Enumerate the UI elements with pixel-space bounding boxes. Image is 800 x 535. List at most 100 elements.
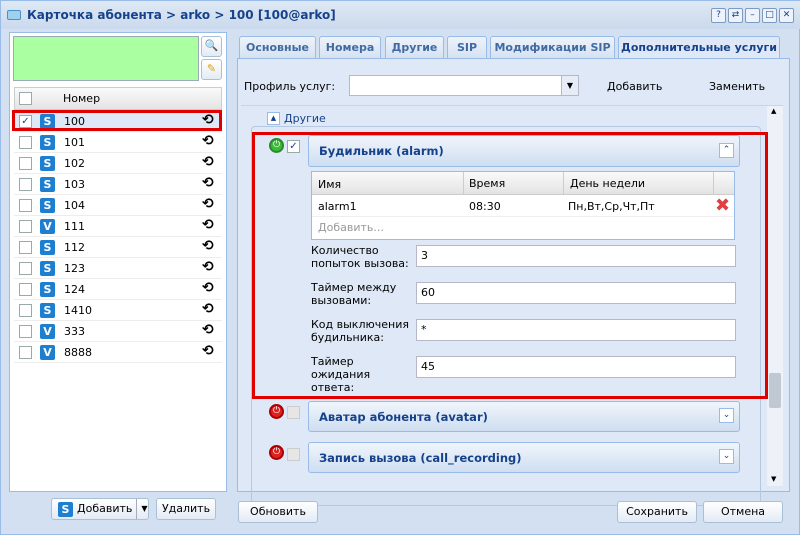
table-row[interactable]: V 333 ⟲ — [14, 321, 222, 342]
sip-icon: S — [40, 240, 55, 255]
delete-number-button[interactable]: Удалить — [156, 498, 216, 520]
row-checkbox[interactable] — [19, 220, 32, 233]
save-button[interactable]: Сохранить — [617, 501, 697, 523]
table-row[interactable]: S 103 ⟲ — [14, 174, 222, 195]
row-checkbox[interactable] — [19, 346, 32, 359]
table-row[interactable]: S 123 ⟲ — [14, 258, 222, 279]
expand-section-icon[interactable]: ⌄ — [719, 449, 734, 464]
alarm-day-cell[interactable]: Пн,Вт,Ср,Чт,Пт — [568, 200, 655, 213]
replace-profile-button[interactable]: Заменить — [709, 80, 766, 93]
add-alarm-row[interactable]: Добавить... — [318, 221, 384, 234]
select-all-checkbox[interactable] — [19, 92, 32, 105]
add-number-button[interactable]: S Добавить ▼ — [51, 498, 149, 520]
field-input[interactable]: 3 — [416, 245, 736, 267]
table-row[interactable]: V 111 ⟲ — [14, 216, 222, 237]
row-number: 101 — [64, 136, 85, 149]
search-button[interactable]: 🔍 — [201, 36, 222, 57]
history-icon[interactable]: ⟲ — [202, 343, 214, 359]
history-icon[interactable]: ⟲ — [202, 322, 214, 338]
power-off-icon[interactable]: ⏻ — [269, 445, 284, 460]
table-row[interactable]: S 124 ⟲ — [14, 279, 222, 300]
row-checkbox[interactable] — [19, 325, 32, 338]
field-input[interactable]: 45 — [416, 356, 736, 378]
refresh-button[interactable]: Обновить — [238, 501, 318, 523]
chevron-down-icon[interactable]: ▼ — [561, 76, 578, 95]
avatar-header[interactable]: Аватар абонента (avatar) — [308, 401, 740, 432]
history-icon[interactable]: ⟲ — [202, 154, 214, 170]
scroll-up-icon[interactable]: ▲ — [771, 107, 777, 115]
table-row[interactable]: S 101 ⟲ — [14, 132, 222, 153]
row-checkbox[interactable] — [19, 136, 32, 149]
grid-header — [14, 87, 222, 110]
scrollbar[interactable] — [767, 106, 783, 486]
minimize-button[interactable]: – — [745, 8, 760, 23]
refresh-window-button[interactable]: ⇄ — [728, 8, 743, 23]
row-checkbox[interactable] — [19, 283, 32, 296]
field-input[interactable]: * — [416, 319, 736, 341]
field-label: Код выключения будильника: — [311, 318, 409, 344]
tab-2[interactable]: Другие — [385, 36, 444, 58]
table-row[interactable]: ✓ S 100 ⟲ — [14, 111, 222, 132]
table-row[interactable]: S 104 ⟲ — [14, 195, 222, 216]
delete-row-icon[interactable]: ✖ — [715, 195, 731, 216]
alarm-checkbox[interactable]: ✓ — [287, 140, 300, 153]
profile-select[interactable] — [349, 75, 579, 96]
virtual-icon: V — [40, 324, 55, 339]
group-fieldset — [251, 126, 761, 506]
sip-icon: S — [40, 303, 55, 318]
row-checkbox[interactable] — [19, 157, 32, 170]
table-row[interactable]: S 1410 ⟲ — [14, 300, 222, 321]
history-icon[interactable]: ⟲ — [202, 259, 214, 275]
header-number: Номер — [63, 92, 101, 105]
close-button[interactable]: ✕ — [779, 8, 794, 23]
alarm-name-cell[interactable]: alarm1 — [318, 200, 357, 213]
avatar-checkbox[interactable] — [287, 406, 300, 419]
scroll-down-icon[interactable]: ▼ — [771, 475, 777, 483]
row-checkbox[interactable]: ✓ — [19, 115, 32, 128]
edit-button[interactable]: ✎ — [201, 59, 222, 80]
window-title: Карточка абонента > arko > 100 [100@arko… — [1, 1, 800, 29]
row-checkbox[interactable] — [19, 241, 32, 254]
row-checkbox[interactable] — [19, 178, 32, 191]
scroll-thumb[interactable] — [769, 373, 781, 408]
add-profile-button[interactable]: Добавить — [607, 80, 663, 93]
recording-header[interactable]: Запись вызова (call_recording) — [308, 442, 740, 473]
tab-5[interactable]: Дополнительные услуги — [618, 36, 780, 59]
row-checkbox[interactable] — [19, 304, 32, 317]
recording-checkbox[interactable] — [287, 448, 300, 461]
collapse-icon[interactable]: ▲ — [267, 112, 280, 125]
table-row[interactable]: S 102 ⟲ — [14, 153, 222, 174]
row-checkbox[interactable] — [19, 262, 32, 275]
history-icon[interactable]: ⟲ — [202, 280, 214, 296]
alarm-time-cell[interactable]: 08:30 — [469, 200, 501, 213]
history-icon[interactable]: ⟲ — [202, 301, 214, 317]
table-row[interactable]: V 8888 ⟲ — [14, 342, 222, 363]
collapse-section-icon[interactable]: ⌃ — [719, 143, 734, 158]
history-icon[interactable]: ⟲ — [202, 112, 214, 128]
row-checkbox[interactable] — [19, 199, 32, 212]
history-icon[interactable]: ⟲ — [202, 196, 214, 212]
history-icon[interactable]: ⟲ — [202, 133, 214, 149]
alarm-header[interactable]: Будильник (alarm) — [308, 135, 740, 167]
dropdown-arrow-icon[interactable]: ▼ — [136, 499, 148, 519]
tab-0[interactable]: Основные — [239, 36, 316, 58]
cancel-button[interactable]: Отмена — [703, 501, 783, 523]
power-off-icon[interactable]: ⏻ — [269, 404, 284, 419]
tab-3[interactable]: SIP — [447, 36, 487, 58]
tab-4[interactable]: Модификации SIP — [490, 36, 615, 58]
history-icon[interactable]: ⟲ — [202, 238, 214, 254]
history-icon[interactable]: ⟲ — [202, 175, 214, 191]
sip-icon: S — [40, 114, 55, 129]
help-button[interactable]: ? — [711, 8, 726, 23]
expand-section-icon[interactable]: ⌄ — [719, 408, 734, 423]
tab-1[interactable]: Номера — [319, 36, 381, 58]
power-on-icon[interactable]: ⏻ — [269, 138, 284, 153]
group-legend[interactable]: ▲ Другие — [263, 112, 330, 125]
field-input[interactable]: 60 — [416, 282, 736, 304]
search-area[interactable] — [13, 36, 199, 81]
maximize-button[interactable]: □ — [762, 8, 777, 23]
sip-icon: S — [40, 282, 55, 297]
table-row[interactable]: S 112 ⟲ — [14, 237, 222, 258]
history-icon[interactable]: ⟲ — [202, 217, 214, 233]
